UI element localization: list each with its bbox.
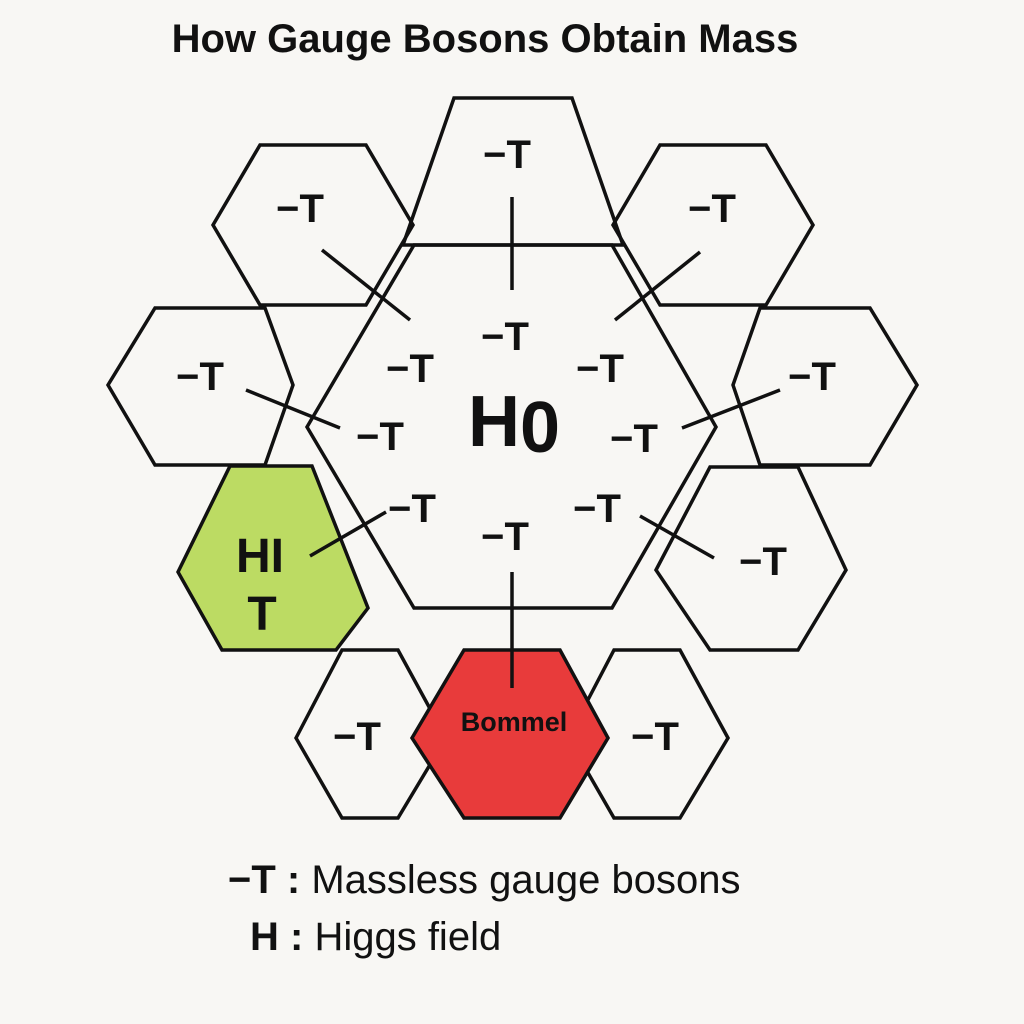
boson-label: −T	[388, 487, 436, 531]
boson-label: −T	[610, 417, 658, 461]
bommel-cell-label: Bommel	[461, 707, 568, 737]
hex-upper-left	[210, 143, 416, 307]
center-higgs-main: H	[468, 382, 520, 462]
boson-label: −T	[176, 355, 224, 399]
higgs-cell	[176, 464, 370, 652]
legend-description: Higgs field	[314, 915, 501, 959]
legend-entry-higgs: H : Higgs field	[250, 915, 501, 959]
legend-symbol: −T	[228, 858, 276, 902]
hex-lower-right	[653, 465, 848, 652]
legend-separator: :	[279, 915, 315, 959]
legend-separator: :	[276, 858, 312, 902]
connector-higgs	[309, 510, 387, 558]
connector-right	[681, 388, 781, 430]
higgs-cell-label-line2: T	[247, 588, 276, 641]
higgs-cell-label-line1: HI	[236, 530, 284, 583]
center-higgs-label: H0	[468, 382, 560, 468]
connector-upper-right	[613, 250, 702, 322]
boson-label: −T	[576, 347, 624, 391]
boson-label: −T	[386, 347, 434, 391]
boson-label: −T	[739, 540, 787, 584]
boson-label: −T	[631, 715, 679, 759]
hex-left	[105, 306, 295, 467]
legend-description: Massless gauge bosons	[311, 858, 740, 902]
boson-label: −T	[483, 133, 531, 177]
legend-symbol: H	[250, 915, 279, 959]
boson-label: −T	[356, 415, 404, 459]
boson-label: −T	[481, 315, 529, 359]
boson-label: −T	[688, 187, 736, 231]
legend-entry-bosons: −T : Massless gauge bosons	[228, 858, 740, 902]
boson-label: −T	[788, 355, 836, 399]
boson-label: −T	[333, 715, 381, 759]
connector-lower-right	[639, 514, 715, 560]
hex-upper-right	[610, 143, 816, 307]
connector-upper-left	[320, 248, 412, 322]
hex-right	[731, 306, 920, 467]
center-higgs-subscript: 0	[520, 388, 560, 468]
bommel-cell	[409, 648, 611, 820]
central-hexagon	[304, 243, 719, 610]
boson-label: −T	[276, 187, 324, 231]
diagram-title: How Gauge Bosons Obtain Mass	[172, 17, 799, 61]
connector-left	[245, 388, 341, 430]
boson-label: −T	[481, 515, 529, 559]
hex-bottom-right	[566, 648, 731, 820]
boson-label: −T	[573, 487, 621, 531]
